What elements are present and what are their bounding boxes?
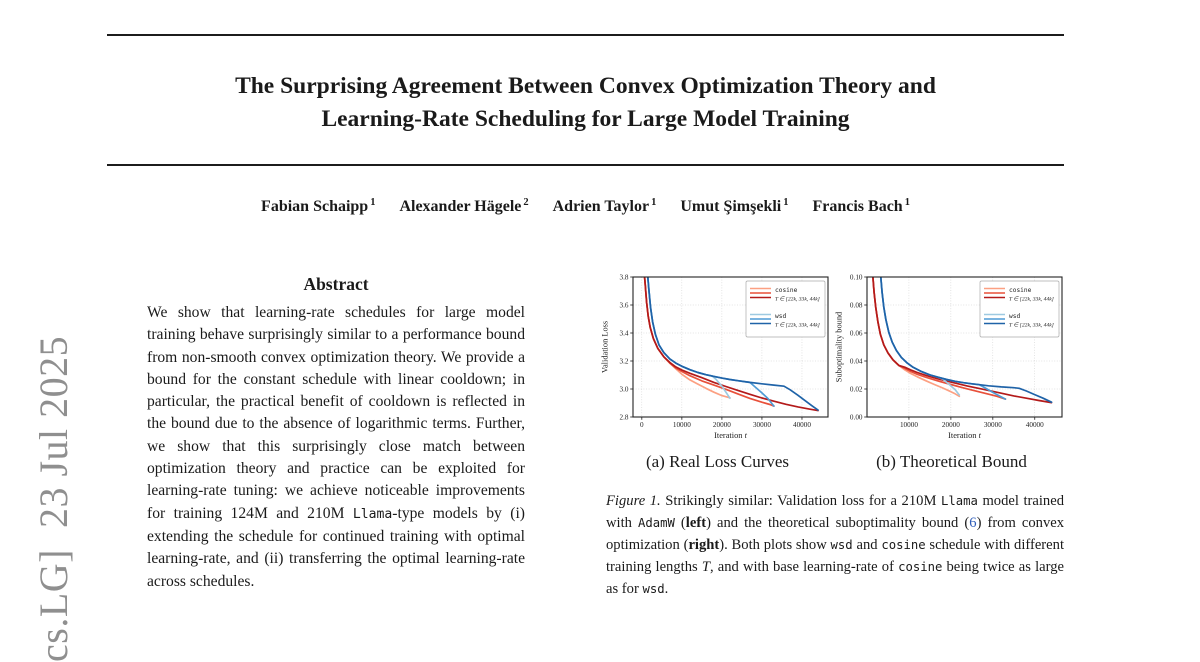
svg-text:wsd: wsd [1009,313,1020,320]
svg-text:0.00: 0.00 [850,413,863,421]
svg-text:T ∈ [22k, 33k, 44k]: T ∈ [22k, 33k, 44k] [1009,323,1054,329]
svg-text:wsd: wsd [775,313,786,320]
svg-text:T ∈ [22k, 33k, 44k]: T ∈ [22k, 33k, 44k] [775,323,820,329]
abstract-body: We show that learning-rate schedules for… [147,304,525,590]
svg-text:0.08: 0.08 [850,301,863,309]
svg-text:cosine: cosine [1009,287,1032,294]
svg-text:3.4: 3.4 [620,329,629,337]
author: Alexander Hägele 2 [399,197,529,216]
arxiv-stamp: cs.LG] 23 Jul 2025 [31,335,76,662]
svg-text:Validation Loss: Validation Loss [601,321,610,373]
subcaption-a: (a) Real Loss Curves [645,452,790,471]
svg-text:0.04: 0.04 [850,357,863,365]
mid-rule [107,164,1064,166]
svg-text:20000: 20000 [942,421,960,429]
svg-text:T ∈ [22k, 33k, 44k]: T ∈ [22k, 33k, 44k] [1009,297,1054,303]
svg-text:3.6: 3.6 [620,301,629,309]
svg-text:3.8: 3.8 [620,273,629,281]
svg-text:2.8: 2.8 [620,413,629,421]
svg-text:Iteration t: Iteration t [714,431,747,440]
svg-text:40000: 40000 [793,421,811,429]
subcaption-b: (b) Theoretical Bound [876,452,1027,471]
author: Adrien Taylor 1 [552,197,657,216]
paper-title-line1: The Surprising Agreement Between Convex … [235,73,936,99]
top-rule [107,34,1064,37]
svg-text:40000: 40000 [1026,421,1044,429]
bound-plot: 10000 20000 30000 40000 0.00 0.02 0.04 0.06 0.08… [835,273,1063,440]
loss-curves-plot: 0 10000 20000 30000 40000 2.8 3.0 3.2 3.4 3.6 3.8 I… [601,273,829,440]
svg-text:30000: 30000 [984,421,1002,429]
chart-theoretical-bound: 10000 20000 30000 40000 0.00 0.02 0.04 0.06 0.08… [834,266,1069,456]
chart-real-loss-curves: 0 10000 20000 30000 40000 2.8 3.0 3.2 3.4 3.6 3.8 I… [600,266,835,456]
svg-text:3.0: 3.0 [620,385,629,393]
svg-text:30000: 30000 [753,421,771,429]
figure-caption: Figure 1. Strikingly similar: Validation… [606,493,1065,597]
author-list: Fabian Schaipp 1 Alexander Hägele 2 Adrien T… [107,197,1064,216]
svg-text:cosine: cosine [775,287,798,294]
svg-text:0.02: 0.02 [850,385,863,393]
paper-title-line2: Learning-Rate Scheduling for Large Model… [321,106,850,132]
svg-text:Iteration t: Iteration t [948,431,981,440]
paper-title: The Surprising Agreement Between Convex … [107,70,1064,136]
svg-text:20000: 20000 [713,421,731,429]
svg-text:3.2: 3.2 [620,357,629,365]
paper-page: { "page": { "arxiv_stamp": "cs.LG] 23 Ju… [31,34,1069,662]
eq-ref-link[interactable]: 6 [969,515,977,531]
author: Francis Bach 1 [812,197,910,216]
svg-text:10000: 10000 [673,421,691,429]
svg-text:0.06: 0.06 [850,329,863,337]
abstract-heading: Abstract [303,274,369,294]
svg-text:T ∈ [22k, 33k, 44k]: T ∈ [22k, 33k, 44k] [775,297,820,303]
svg-text:Suboptimality bound: Suboptimality bound [835,311,844,382]
svg-text:0.10: 0.10 [850,273,863,281]
author: Umut Şimşekli 1 [680,197,789,216]
author: Fabian Schaipp 1 [261,197,376,216]
svg-text:0: 0 [640,421,644,429]
svg-text:10000: 10000 [900,421,918,429]
